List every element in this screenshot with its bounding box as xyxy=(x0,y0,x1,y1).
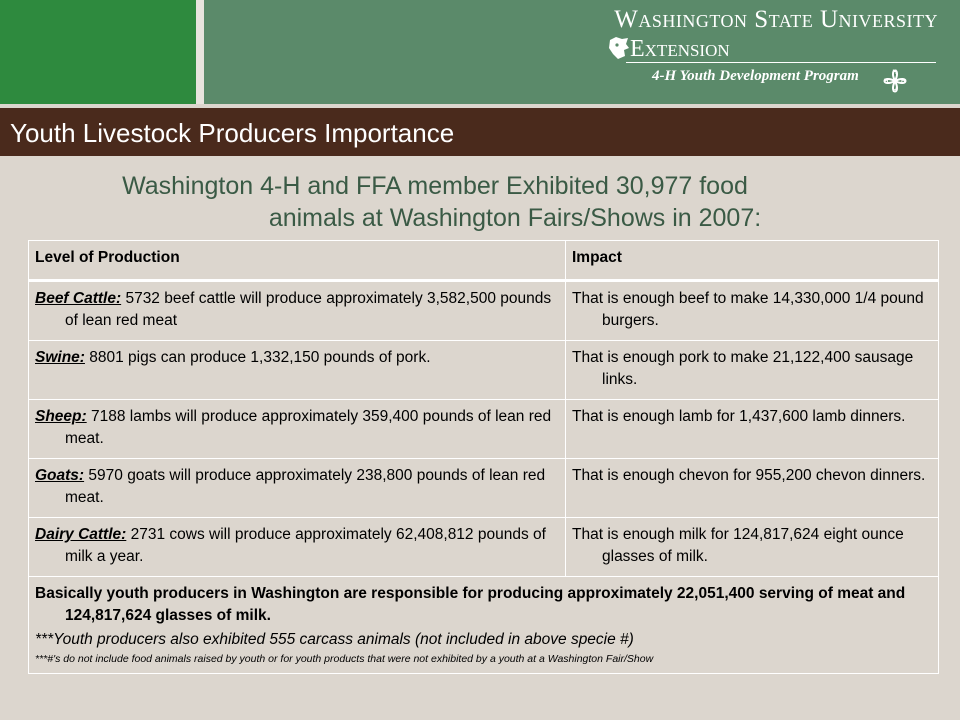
species-term: Swine: xyxy=(35,349,85,366)
production-cell: Sheep: 7188 lambs will produce approxima… xyxy=(35,406,559,450)
subtitle-line-1: Washington 4-H and FFA member Exhibited … xyxy=(122,172,748,200)
impact-cell: That is enough beef to make 14,330,000 1… xyxy=(572,290,924,329)
production-text: 7188 lambs will produce approximately 35… xyxy=(65,408,552,447)
header-green-block xyxy=(0,0,196,104)
column-header-production: Level of Production xyxy=(28,240,566,282)
summary-row: Basically youth producers in Washington … xyxy=(28,576,939,674)
svg-text:H: H xyxy=(901,79,905,85)
table-row: Beef Cattle: 5732 beef cattle will produ… xyxy=(28,280,939,341)
species-term: Goats: xyxy=(35,467,85,484)
header-banner: Washington State University Extension 4-… xyxy=(204,0,960,104)
cougar-head-icon xyxy=(609,37,629,59)
logo-rule xyxy=(626,62,936,63)
header-divider xyxy=(196,0,204,104)
svg-text:H: H xyxy=(893,88,897,94)
table-row: Sheep: 7188 lambs will produce approxima… xyxy=(28,399,939,459)
footnote: ***#'s do not include food animals raise… xyxy=(35,653,654,665)
university-name: Washington State University xyxy=(614,6,938,33)
production-table: Level of Production Impact Beef Cattle: … xyxy=(28,240,939,674)
production-cell: Dairy Cattle: 2731 cows will produce app… xyxy=(35,524,559,568)
production-text: 5970 goats will produce approximately 23… xyxy=(65,467,546,506)
table-header-row: Level of Production Impact xyxy=(28,240,939,282)
column-header-impact: Impact xyxy=(565,240,939,282)
production-text: 8801 pigs can produce 1,332,150 pounds o… xyxy=(84,349,431,366)
title-bar: Youth Livestock Producers Importance xyxy=(0,108,960,156)
subtitle: Washington 4-H and FFA member Exhibited … xyxy=(0,170,960,234)
species-term: Sheep: xyxy=(35,408,87,425)
carcass-note: ***Youth producers also exhibited 555 ca… xyxy=(35,631,634,648)
production-text: 2731 cows will produce approximately 62,… xyxy=(65,526,546,565)
table-row: Swine: 8801 pigs can produce 1,332,150 p… xyxy=(28,340,939,400)
svg-text:H: H xyxy=(893,70,897,76)
impact-cell: That is enough lamb for 1,437,600 lamb d… xyxy=(572,408,906,425)
extension-label: Extension xyxy=(630,36,730,62)
species-term: Beef Cattle: xyxy=(35,290,122,307)
impact-cell: That is enough pork to make 21,122,400 s… xyxy=(572,349,914,388)
species-term: Dairy Cattle: xyxy=(35,526,127,543)
production-text: 5732 beef cattle will produce approximat… xyxy=(65,290,552,329)
table-row: Dairy Cattle: 2731 cows will produce app… xyxy=(28,517,939,577)
program-label: 4-H Youth Development Program xyxy=(652,68,859,84)
impact-cell: That is enough milk for 124,817,624 eigh… xyxy=(572,526,904,565)
svg-text:H: H xyxy=(884,79,888,85)
subtitle-line-2: animals at Washington Fairs/Shows in 200… xyxy=(268,204,762,232)
production-cell: Swine: 8801 pigs can produce 1,332,150 p… xyxy=(35,347,559,369)
wsu-extension-logo: Washington State University Extension 4-… xyxy=(608,6,938,98)
table-row: Goats: 5970 goats will produce approxima… xyxy=(28,458,939,518)
production-cell: Beef Cattle: 5732 beef cattle will produ… xyxy=(35,288,559,332)
summary-text: Basically youth producers in Washington … xyxy=(35,585,906,624)
production-cell: Goats: 5970 goats will produce approxima… xyxy=(35,465,559,509)
impact-cell: That is enough chevon for 955,200 chevon… xyxy=(572,467,926,484)
page-title: Youth Livestock Producers Importance xyxy=(10,118,455,148)
